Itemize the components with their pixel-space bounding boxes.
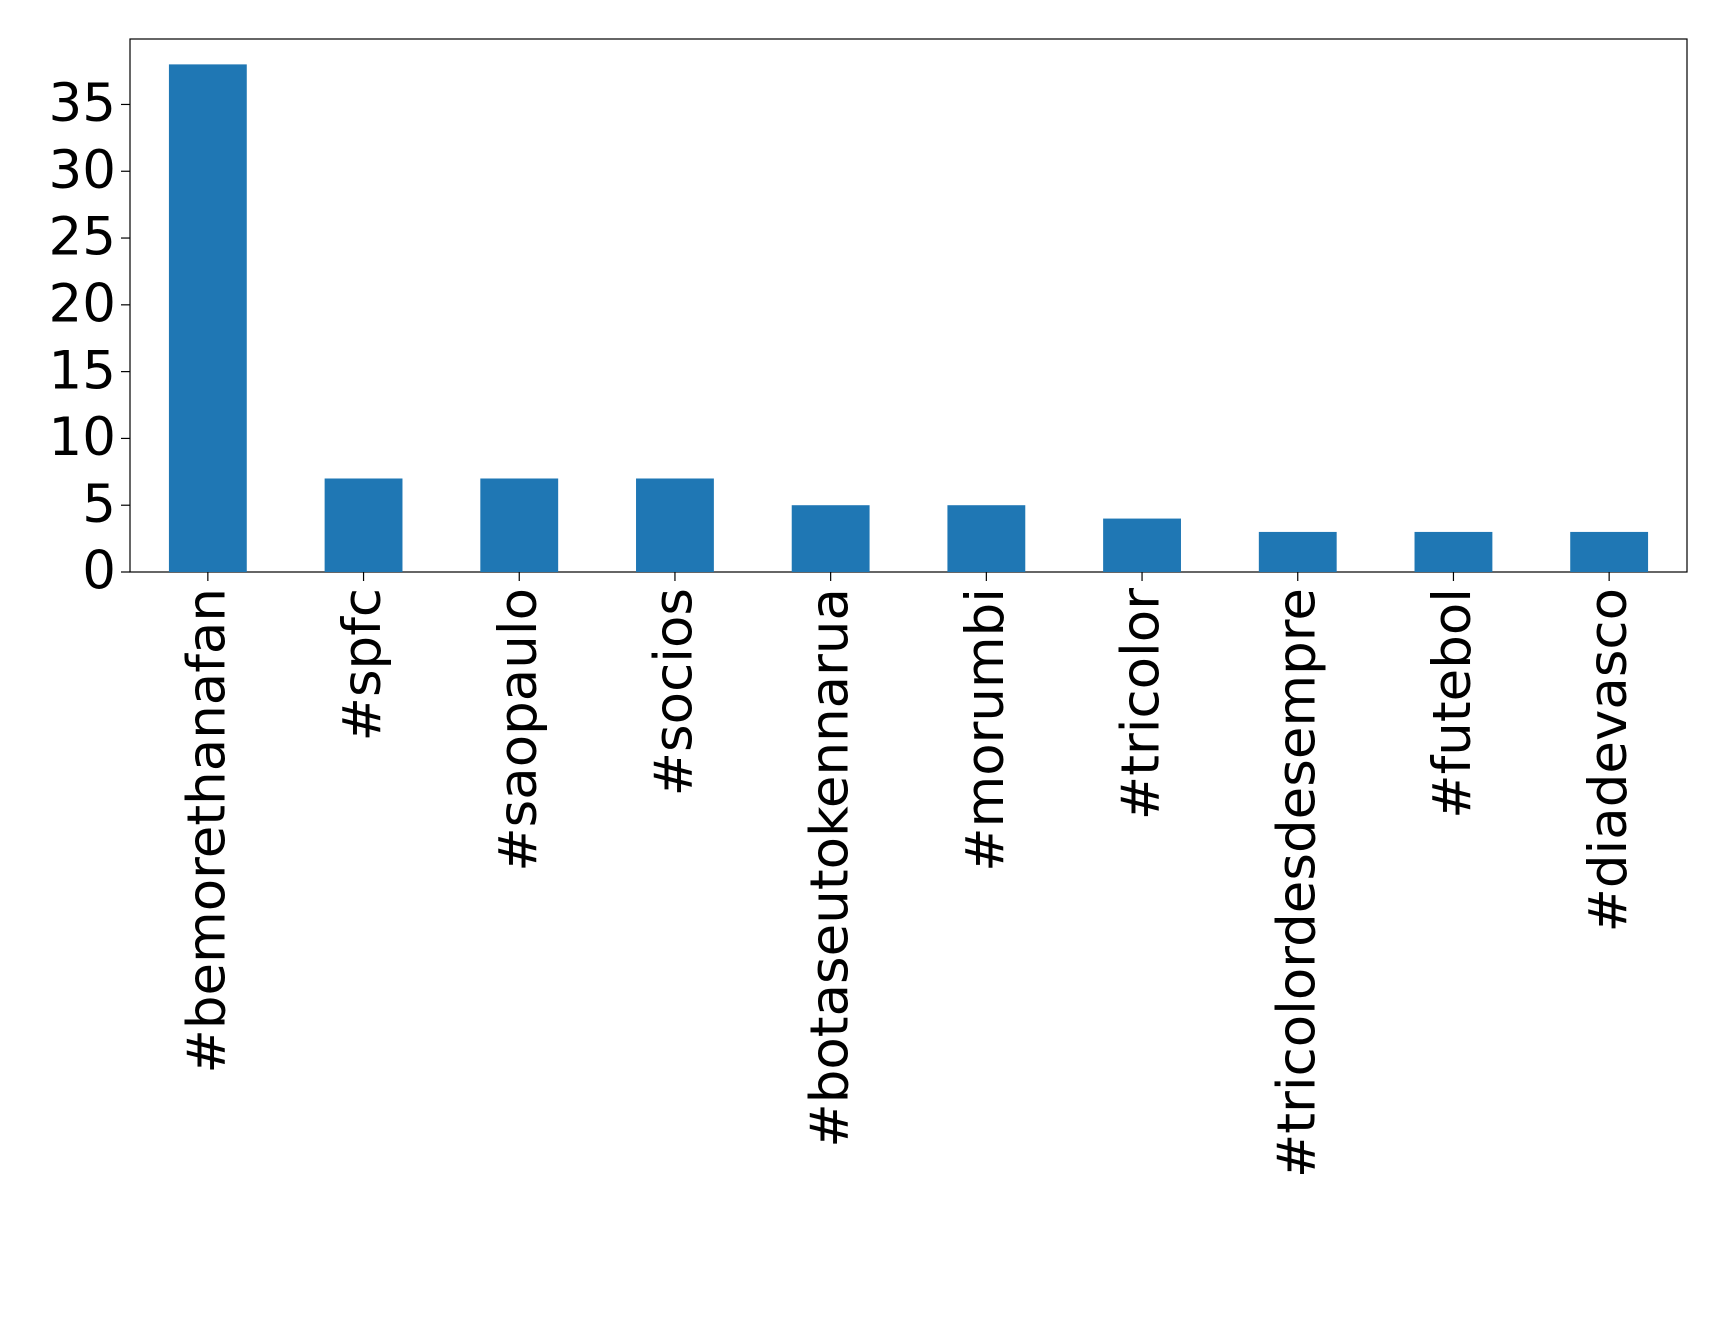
x-tick-label: #tricolor bbox=[1111, 588, 1172, 820]
y-tick-label: 25 bbox=[49, 207, 116, 268]
y-tick-label: 10 bbox=[49, 407, 116, 468]
x-tick-label: #morumbi bbox=[955, 588, 1016, 872]
y-tick-label: 20 bbox=[49, 273, 116, 334]
x-tick-label: #spfc bbox=[332, 588, 393, 741]
x-tick-label: #saopaulo bbox=[488, 588, 549, 872]
bar bbox=[791, 505, 870, 572]
y-tick-label: 30 bbox=[49, 140, 116, 201]
bar bbox=[480, 478, 559, 572]
y-tick-label: 5 bbox=[82, 474, 116, 535]
x-tick-label: #bemorethanafan bbox=[176, 588, 237, 1074]
x-tick-label: #futebol bbox=[1422, 588, 1483, 819]
bar bbox=[1258, 531, 1337, 572]
y-tick-label: 35 bbox=[49, 73, 116, 134]
bar bbox=[636, 478, 714, 572]
bar bbox=[1570, 531, 1649, 572]
x-tick-label: #botaseutokennarua bbox=[799, 588, 860, 1148]
plot-frame bbox=[129, 38, 1688, 573]
bar bbox=[947, 505, 1026, 572]
bar bbox=[168, 64, 247, 572]
bar bbox=[1103, 518, 1181, 572]
y-tick-label: 15 bbox=[49, 340, 116, 401]
x-tick-label: #socios bbox=[644, 588, 705, 796]
x-tick-label: #tricolordesdesempre bbox=[1266, 588, 1327, 1178]
bar bbox=[324, 478, 403, 572]
x-tick-label: #diadevasco bbox=[1578, 588, 1639, 933]
y-tick-label: 0 bbox=[82, 541, 116, 602]
bar bbox=[1414, 531, 1493, 572]
